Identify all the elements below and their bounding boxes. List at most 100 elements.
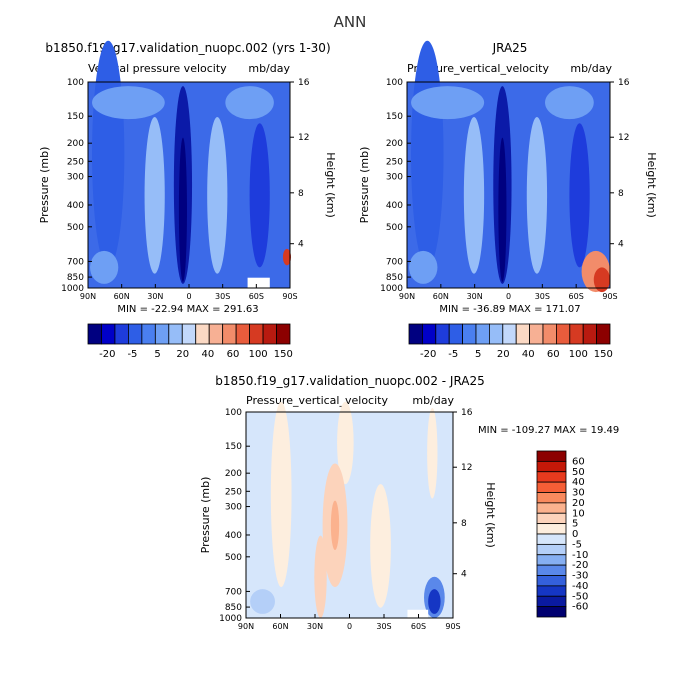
panel-model-title: b1850.f19_g17.validation_nuopc.002 (yrs … [45,41,330,55]
x-tick-label: 30S [376,622,391,631]
colorbar-swatch [569,323,584,345]
colorbar-swatch [235,323,250,345]
colorbar-swatch [195,323,210,345]
colorbar-swatch [542,323,557,345]
colorbar-swatch [222,323,237,345]
panel-diff-title: b1850.f19_g17.validation_nuopc.002 - JRA… [215,374,485,388]
panel-diff-subtitle-left: Pressure_vertical_velocity [246,394,388,407]
panel-diff-ylabel-right: Height (km) [484,482,497,548]
colorbar-label: 50 [572,467,585,478]
x-tick-label: 60S [411,622,426,631]
x-tick-label: 60N [114,292,130,301]
panel-model-stats: MIN = -22.94 MAX = 291.63 [117,304,258,315]
x-tick-label: 90N [399,292,415,301]
colorbar-swatch [536,492,567,504]
panel-model-subtitle-right: mb/day [248,62,290,75]
y-tick-label: 100 [386,78,403,88]
colorbar-label: -5 [127,349,137,360]
y-tick-label: 850 [67,273,84,283]
x-tick-label: 60N [272,622,288,631]
colorbar-swatch [435,323,450,345]
field-region-positive [270,401,292,588]
colorbar-label: -20 [420,349,436,360]
y-tick-label: 1000 [219,614,242,624]
field-region [409,250,438,284]
colorbar-label: 60 [547,349,560,360]
colorbar-swatch [536,502,567,514]
colorbar-swatch [101,323,116,345]
colorbar-swatch [536,523,567,535]
y-tick-label: 500 [67,223,84,233]
colorbar-swatch [536,533,567,545]
field-region-subtropics-n [463,117,485,274]
field-region [411,86,485,120]
colorbar-label: 5 [572,519,578,530]
colorbar-label: 30 [572,488,585,499]
colorbar-label: 150 [594,349,613,360]
field-missing [247,277,270,288]
colorbar-label: 40 [522,349,535,360]
colorbar-swatch [154,323,170,345]
field-region-subtropics-s [526,117,548,274]
y-tick-label: 200 [67,139,84,149]
y-tick-label: 100 [67,78,84,88]
colorbar-swatch [475,323,490,345]
field-region-positive-core [593,267,610,293]
colorbar-swatch [262,323,277,345]
y-right-tick-label: 12 [298,133,309,143]
panel-model-subtitle-left: Vertical pressure velocity [88,62,227,75]
colorbar-swatch [556,323,571,345]
y-right-tick-label: 4 [461,570,467,580]
y-tick-label: 250 [67,157,84,167]
y-tick-label: 500 [225,553,242,563]
colorbar-swatch [536,471,567,483]
panel-model-ylabel-right: Height (km) [324,152,337,218]
field-region [225,86,274,120]
field-region-positive [427,407,438,499]
colorbar-swatch [408,323,423,345]
y-right-tick-label: 16 [461,408,473,418]
field-region [569,123,590,268]
colorbar-label: -50 [572,591,588,602]
y-tick-label: 400 [67,201,84,211]
colorbar-label: 5 [154,349,160,360]
y-tick-label: 1000 [380,284,403,294]
colorbar-swatch [127,323,143,345]
field-region [92,86,165,120]
field-region-positive [370,484,391,608]
y-right-tick-label: 12 [618,133,629,143]
colorbar-swatch [536,512,567,525]
panel-diff: b1850.f19_g17.validation_nuopc.002 - JRA… [199,374,619,631]
colorbar-swatch [536,575,567,587]
colorbar-label: -20 [572,560,588,571]
colorbar-swatch [249,323,264,345]
field-region-negative [250,589,275,614]
x-tick-label: 90N [238,622,254,631]
colorbar-swatch [536,450,567,462]
y-tick-label: 300 [67,173,84,183]
colorbar-swatch [536,543,567,556]
y-tick-label: 150 [67,112,84,122]
field-region-subtropics-n [144,117,165,274]
y-tick-label: 200 [386,139,403,149]
y-tick-label: 700 [225,587,242,597]
colorbar-swatch [536,554,567,566]
colorbar-swatch [536,564,567,576]
panel-obs-ylabel-right: Height (km) [645,152,658,218]
colorbar-swatch [536,595,567,608]
colorbar-label: 20 [572,498,585,509]
y-tick-label: 150 [386,112,403,122]
field-region-itcz-core [498,137,507,282]
panel-model: b1850.f19_g17.validation_nuopc.002 (yrs … [38,40,337,360]
field-region-positive [282,248,292,266]
y-tick-label: 300 [386,173,403,183]
y-right-tick-label: 12 [461,463,472,473]
colorbar-label: -5 [448,349,458,360]
panel-diff-ylabel: Pressure (mb) [199,477,212,554]
x-tick-label: 90S [602,292,617,301]
y-tick-label: 250 [225,487,242,497]
colorbar-label: 100 [249,349,268,360]
